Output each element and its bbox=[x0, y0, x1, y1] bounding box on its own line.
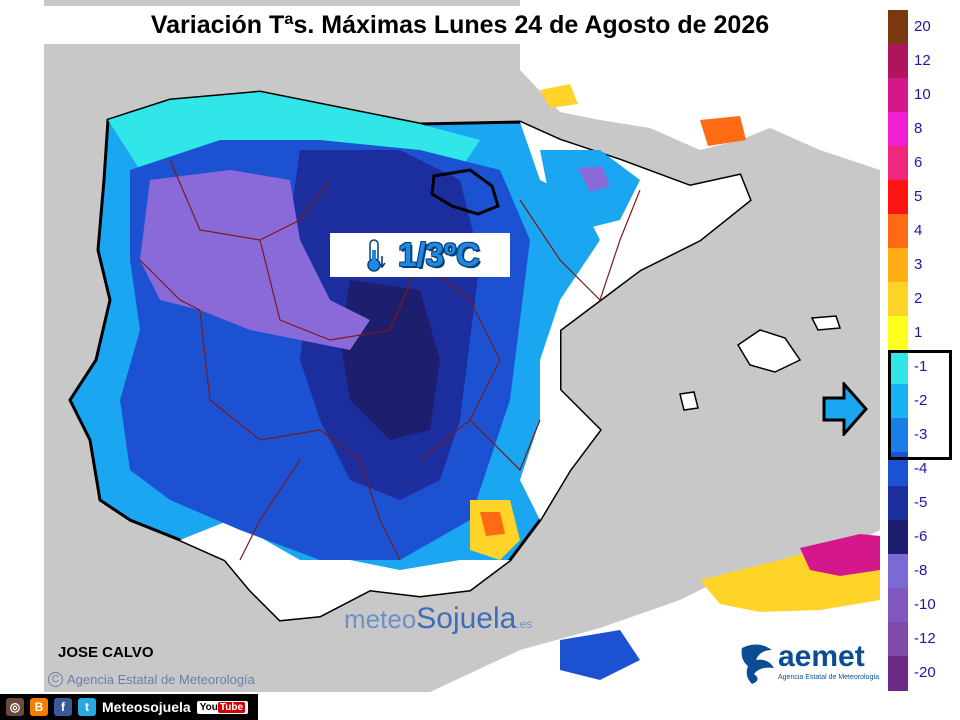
legend-label: 6 bbox=[914, 154, 923, 171]
author-name: JOSE CALVO bbox=[58, 644, 154, 661]
legend-swatch bbox=[888, 452, 908, 487]
aemet-name: aemet bbox=[778, 640, 865, 673]
youtube-icon[interactable]: You Tube bbox=[196, 700, 249, 714]
thermometer-down-icon bbox=[367, 239, 386, 272]
youtube-you: You bbox=[199, 701, 218, 713]
agency-credit: C Agencia Estatal de Meteorología bbox=[48, 672, 255, 687]
legend-swatch bbox=[888, 248, 908, 283]
legend-swatch bbox=[888, 588, 908, 623]
legend-label: -1 bbox=[914, 358, 928, 375]
aemet-subtitle: Agencia Estatal de Meteorología bbox=[778, 674, 880, 681]
pointer-arrow-icon bbox=[822, 382, 868, 436]
legend-swatch bbox=[888, 384, 908, 419]
legend-label: -12 bbox=[914, 630, 936, 647]
legend-label: -5 bbox=[914, 494, 928, 511]
legend-swatch bbox=[888, 44, 908, 79]
color-legend: 20 12 10 8 6 5 4 3 2 1 -1 -2 -3 -4 -5 -6 -8 -10 -12 -20 bbox=[888, 10, 940, 691]
legend-swatch bbox=[888, 180, 908, 215]
watermark-part2: Sojuela bbox=[416, 602, 517, 635]
instagram-icon[interactable]: ◎ bbox=[6, 698, 24, 716]
north-warm-patch bbox=[540, 84, 578, 108]
legend-label: 2 bbox=[914, 290, 923, 307]
legend-swatch bbox=[888, 554, 908, 589]
africa-blue-zone bbox=[560, 630, 640, 680]
legend-swatch bbox=[888, 520, 908, 555]
social-bar: ◎ B f t Meteosojuela You Tube bbox=[0, 694, 258, 720]
ebro-violet-spot bbox=[578, 166, 610, 192]
agency-name: Agencia Estatal de Meteorología bbox=[67, 672, 255, 687]
legend-label: -8 bbox=[914, 562, 928, 579]
legend-label: 4 bbox=[914, 222, 923, 239]
legend-swatch bbox=[888, 622, 908, 657]
legend-swatch bbox=[888, 316, 908, 351]
pyrenees-orange-patch bbox=[700, 116, 746, 146]
watermark-tld: .es bbox=[516, 617, 533, 631]
legend-label: -2 bbox=[914, 392, 928, 409]
legend-swatch bbox=[888, 656, 908, 691]
aemet-logo: aemet Agencia Estatal de Meteorología bbox=[734, 636, 880, 688]
legend-swatch bbox=[888, 282, 908, 317]
legend-swatch bbox=[888, 350, 908, 385]
menorca-island bbox=[810, 315, 842, 331]
legend-label: 12 bbox=[914, 52, 931, 69]
legend-label: 8 bbox=[914, 120, 923, 137]
la-rioja-outline bbox=[430, 168, 500, 216]
legend-label: 3 bbox=[914, 256, 923, 273]
legend-label: -3 bbox=[914, 426, 928, 443]
violet-zone bbox=[140, 170, 370, 350]
legend-label: 10 bbox=[914, 86, 931, 103]
twitter-icon[interactable]: t bbox=[78, 698, 96, 716]
legend-swatch bbox=[888, 10, 908, 45]
blogger-icon[interactable]: B bbox=[30, 698, 48, 716]
mallorca-island bbox=[736, 329, 802, 373]
southeast-orange-spot bbox=[480, 512, 505, 536]
temperature-value: 1/3ºC bbox=[398, 236, 480, 273]
aemet-swirl-icon bbox=[741, 644, 774, 684]
legend-swatch bbox=[888, 486, 908, 521]
temperature-label: 1/3ºC bbox=[330, 233, 510, 277]
legend-label: 1 bbox=[914, 324, 923, 341]
province-borders bbox=[139, 159, 641, 561]
youtube-tube: Tube bbox=[217, 701, 246, 713]
south-white-zone bbox=[180, 520, 510, 620]
watermark-part1: meteo bbox=[344, 604, 417, 634]
legend-label: 5 bbox=[914, 188, 923, 205]
ibiza-island bbox=[679, 391, 699, 411]
map-title: Variación Tªs. Máximas Lunes 24 de Agost… bbox=[44, 6, 876, 44]
legend-swatch bbox=[888, 146, 908, 181]
social-handle[interactable]: Meteosojuela bbox=[102, 699, 191, 715]
africa-magenta-zone bbox=[800, 534, 880, 576]
legend-label: -6 bbox=[914, 528, 928, 545]
legend-label: -20 bbox=[914, 664, 936, 681]
east-white-zone bbox=[520, 122, 750, 520]
legend-swatch bbox=[888, 214, 908, 249]
legend-label: -4 bbox=[914, 460, 928, 477]
meteosojuela-watermark: meteoSojuela.es bbox=[344, 602, 532, 636]
facebook-icon[interactable]: f bbox=[54, 698, 72, 716]
legend-swatch bbox=[888, 112, 908, 147]
legend-swatch bbox=[888, 418, 908, 453]
highlight-box bbox=[888, 350, 952, 460]
legend-swatch bbox=[888, 78, 908, 113]
legend-label: -10 bbox=[914, 596, 936, 613]
legend-label: 20 bbox=[914, 18, 931, 35]
copyright-icon: C bbox=[48, 672, 63, 687]
